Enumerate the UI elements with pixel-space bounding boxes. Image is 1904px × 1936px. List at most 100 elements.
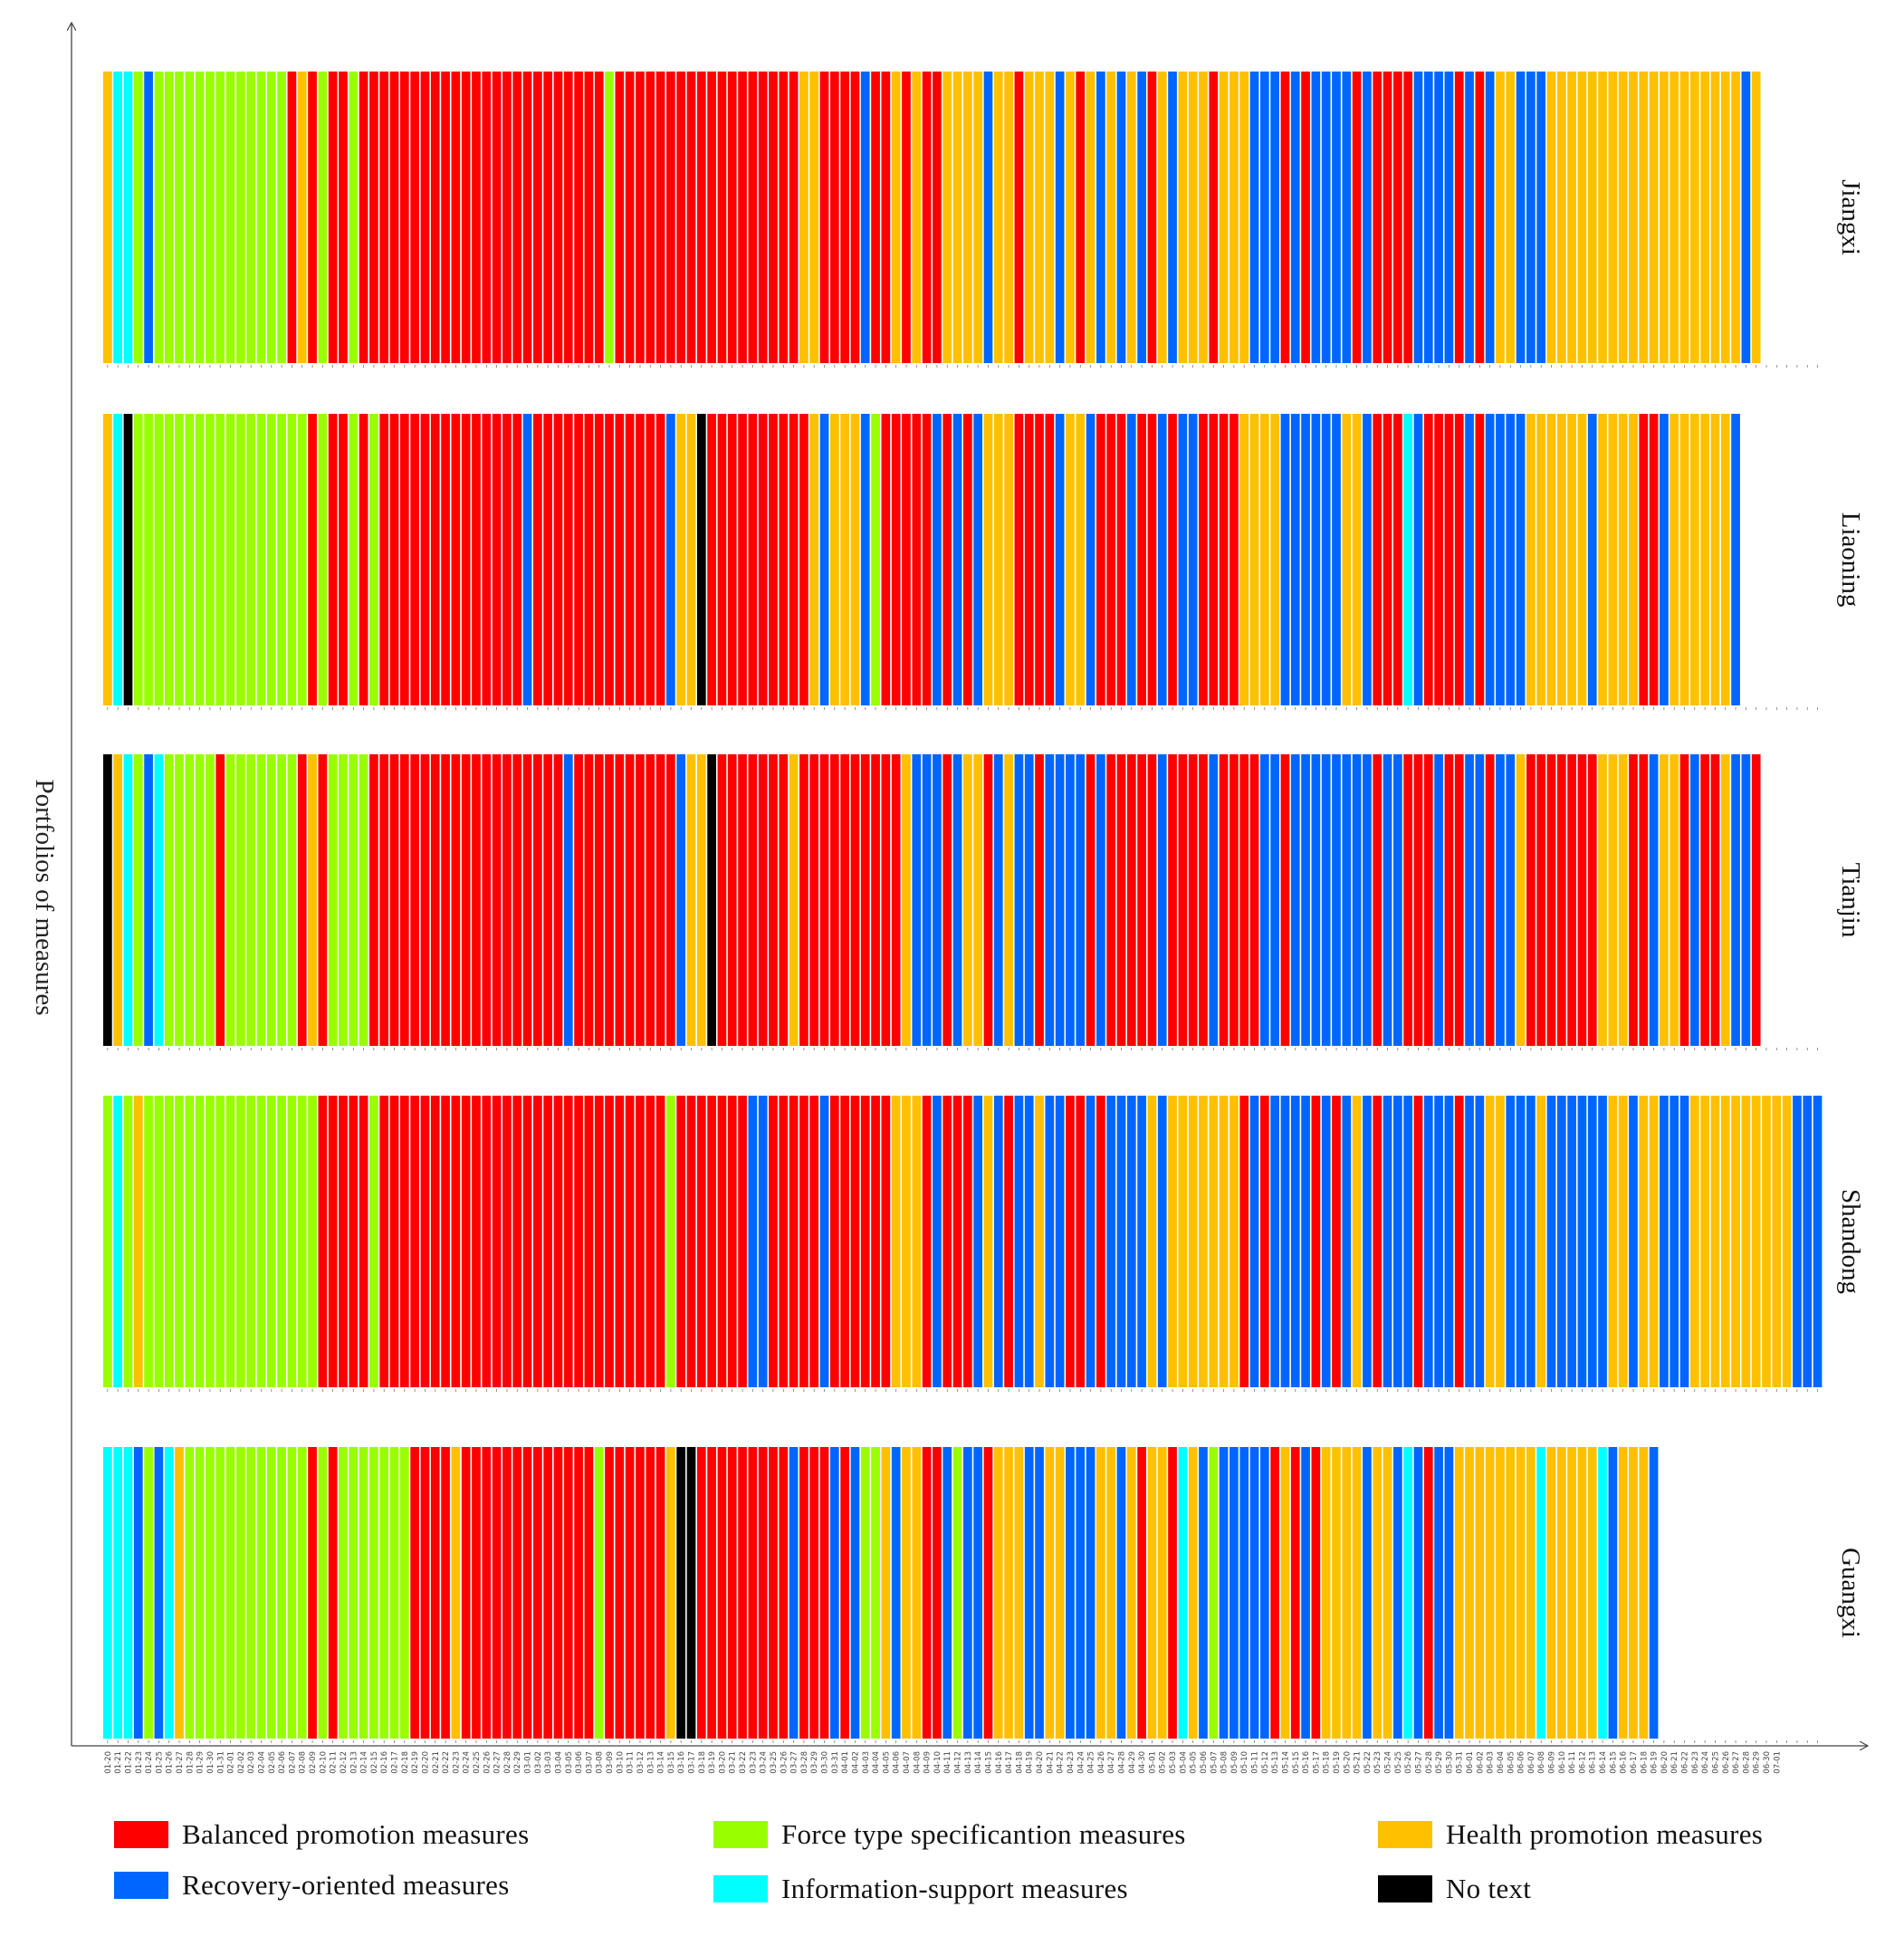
bar-jiangxi-day-40 xyxy=(502,72,512,363)
bar-jiangxi-day-100 xyxy=(1116,72,1126,363)
bar-tianjin-day-26 xyxy=(359,754,368,1046)
bar-tianjin-day-140 xyxy=(1526,754,1536,1046)
bar-jiangxi-day-16 xyxy=(256,72,266,363)
bar-tianjin-day-147 xyxy=(1598,754,1607,1046)
bar-jiangxi-day-48 xyxy=(584,72,594,363)
bar-jiangxi-day-88 xyxy=(993,72,1003,363)
bar-shandong-day-124 xyxy=(1363,1096,1372,1387)
bar-liaoning-day-106 xyxy=(1178,414,1188,705)
bar-liaoning-day-25 xyxy=(349,414,359,705)
bar-jiangxi-day-43 xyxy=(533,72,542,363)
bar-guangxi-day-62 xyxy=(727,1447,737,1739)
x-tick-label: 01-30 xyxy=(206,1751,215,1774)
x-tick-label: 03-23 xyxy=(749,1751,758,1774)
bar-guangxi-day-75 xyxy=(860,1447,870,1739)
bar-tianjin-day-21 xyxy=(308,754,317,1046)
bar-liaoning-day-114 xyxy=(1259,414,1269,705)
bar-liaoning-day-139 xyxy=(1516,414,1526,705)
x-tick-label: 01-22 xyxy=(124,1751,133,1774)
bar-shandong-day-131 xyxy=(1434,1096,1443,1387)
bar-guangxi-day-7 xyxy=(164,1447,174,1739)
bar-liaoning-day-141 xyxy=(1536,414,1546,705)
x-tick-label: 01-23 xyxy=(135,1751,144,1774)
bar-tianjin-day-28 xyxy=(379,754,389,1046)
bar-jiangxi-day-120 xyxy=(1321,72,1331,363)
bar-guangxi-day-66 xyxy=(769,1447,778,1739)
bar-liaoning-day-126 xyxy=(1383,414,1392,705)
bar-tianjin-day-54 xyxy=(646,754,655,1046)
bar-jiangxi-day-151 xyxy=(1639,72,1649,363)
bar-shandong-day-82 xyxy=(933,1096,942,1387)
bar-guangxi-day-139 xyxy=(1516,1447,1526,1739)
x-tick-label: 02-04 xyxy=(258,1751,267,1774)
bar-tianjin-day-16 xyxy=(256,754,266,1046)
bar-liaoning-day-47 xyxy=(574,414,583,705)
bar-shandong-day-126 xyxy=(1383,1096,1392,1387)
bar-jiangxi-day-82 xyxy=(933,72,942,363)
bar-tianjin-day-18 xyxy=(277,754,286,1046)
bar-shandong-day-64 xyxy=(748,1096,758,1387)
bar-liaoning-day-156 xyxy=(1689,414,1699,705)
bar-tianjin-day-112 xyxy=(1239,754,1249,1046)
bar-liaoning-day-23 xyxy=(328,414,338,705)
bar-liaoning-day-111 xyxy=(1229,414,1239,705)
bar-jiangxi-day-7 xyxy=(164,72,174,363)
bar-guangxi-day-44 xyxy=(543,1447,553,1739)
x-tick-label: 01-25 xyxy=(155,1751,164,1774)
bar-guangxi-day-53 xyxy=(636,1447,645,1739)
panel-shandong: Shandong xyxy=(103,1096,1865,1392)
bar-tianjin-day-150 xyxy=(1629,754,1638,1046)
bar-liaoning-day-28 xyxy=(379,414,389,705)
bar-jiangxi-day-122 xyxy=(1342,72,1352,363)
x-tick-label: 04-27 xyxy=(1107,1751,1116,1774)
bar-guangxi-day-83 xyxy=(942,1447,952,1739)
bar-guangxi-day-95 xyxy=(1066,1447,1075,1739)
x-tick-label: 03-19 xyxy=(708,1751,717,1774)
bar-guangxi-day-140 xyxy=(1526,1447,1536,1739)
bar-tianjin-day-91 xyxy=(1024,754,1034,1046)
bar-liaoning-day-107 xyxy=(1188,414,1198,705)
bar-liaoning-day-8 xyxy=(175,414,184,705)
bar-guangxi-day-114 xyxy=(1259,1447,1269,1739)
bar-shandong-day-2 xyxy=(113,1096,123,1387)
bar-liaoning-day-113 xyxy=(1249,414,1259,705)
bar-tianjin-day-23 xyxy=(328,754,338,1046)
x-tick-label: 03-09 xyxy=(606,1751,615,1774)
bar-liaoning-day-149 xyxy=(1618,414,1628,705)
x-tick-label: 02-18 xyxy=(401,1751,410,1774)
bar-shandong-day-15 xyxy=(246,1096,256,1387)
bar-tianjin-day-55 xyxy=(655,754,665,1046)
bar-tianjin-day-145 xyxy=(1577,754,1587,1046)
bar-tianjin-day-60 xyxy=(707,754,716,1046)
bar-shandong-day-50 xyxy=(605,1096,614,1387)
bar-jiangxi-day-52 xyxy=(625,72,635,363)
bar-guangxi-day-32 xyxy=(420,1447,430,1739)
bar-shandong-day-134 xyxy=(1465,1096,1474,1387)
bar-guangxi-day-49 xyxy=(594,1447,604,1739)
bar-jiangxi-day-64 xyxy=(748,72,758,363)
bar-guangxi-day-31 xyxy=(410,1447,419,1739)
bar-shandong-day-157 xyxy=(1700,1096,1709,1387)
bar-shandong-day-17 xyxy=(266,1096,276,1387)
bar-shandong-day-146 xyxy=(1587,1096,1597,1387)
x-tick-label: 06-28 xyxy=(1742,1751,1751,1774)
bar-shandong-day-96 xyxy=(1076,1096,1086,1387)
bar-guangxi-day-43 xyxy=(533,1447,542,1739)
x-tick-label: 01-27 xyxy=(176,1751,185,1774)
bar-tianjin-day-5 xyxy=(144,754,153,1046)
bar-liaoning-day-79 xyxy=(902,414,911,705)
bar-jiangxi-day-75 xyxy=(860,72,870,363)
bar-shandong-day-23 xyxy=(328,1096,338,1387)
bar-tianjin-day-90 xyxy=(1014,754,1024,1046)
bar-shandong-day-110 xyxy=(1219,1096,1229,1387)
bar-guangxi-day-55 xyxy=(655,1447,665,1739)
x-tick-label: 02-19 xyxy=(411,1751,420,1774)
bar-guangxi-day-77 xyxy=(881,1447,891,1739)
bar-tianjin-day-69 xyxy=(799,754,808,1046)
bar-tianjin-day-109 xyxy=(1209,754,1219,1046)
bar-shandong-day-47 xyxy=(574,1096,583,1387)
bar-guangxi-day-104 xyxy=(1157,1447,1167,1739)
x-tick-label: 04-05 xyxy=(882,1751,891,1774)
bar-liaoning-day-130 xyxy=(1423,414,1433,705)
x-tick-label: 03-31 xyxy=(831,1751,840,1774)
